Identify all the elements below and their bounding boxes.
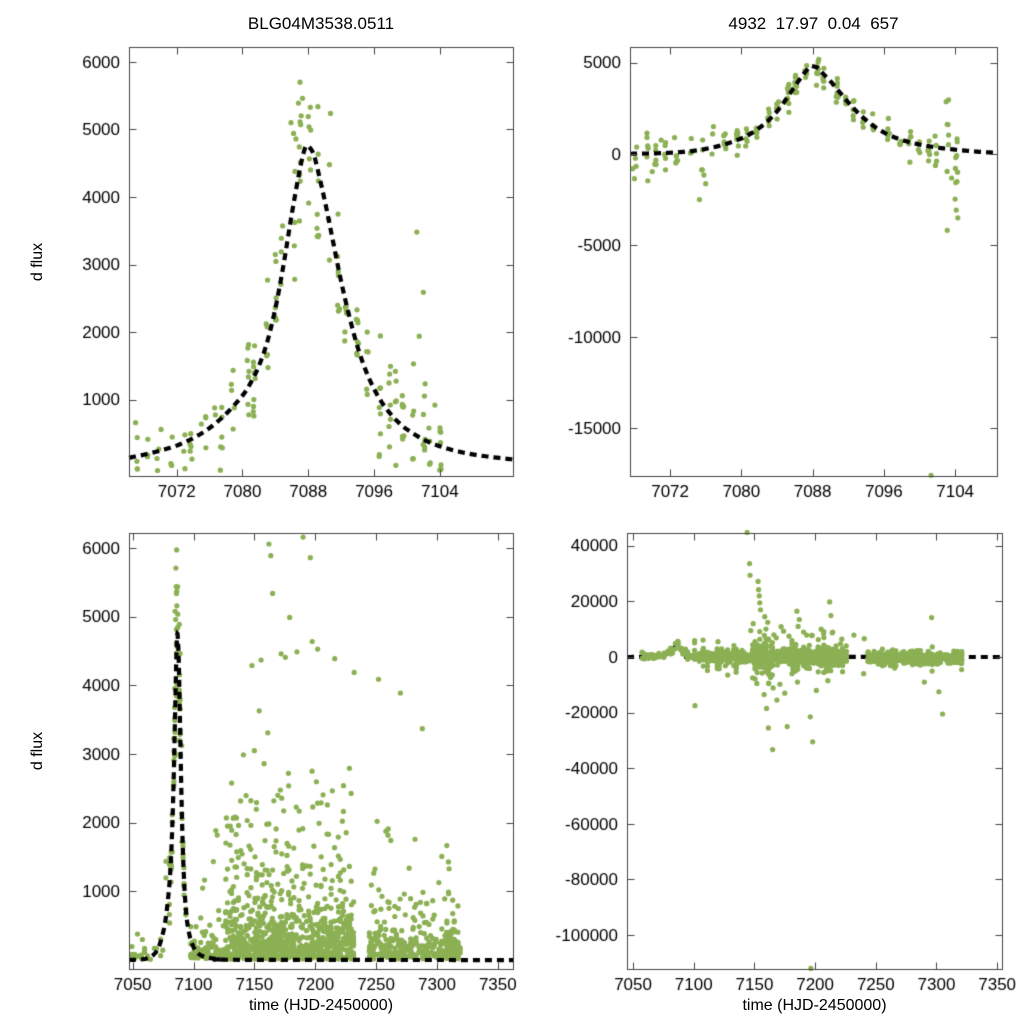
x-axis-label-right: time (HJD-2450000) (742, 997, 887, 1014)
panel-bottom-right-full-lightcurve (627, 533, 1002, 969)
x-axis-label-left: time (HJD-2450000) (248, 997, 394, 1014)
y-axis-label-top: d flux (29, 242, 46, 282)
panel-top-left-title: BLG04M3538.0511 (247, 14, 395, 33)
panel-top-right-zoomed-lightcurve (630, 47, 997, 476)
panel-top-right-title: 4932 17.97 0.04 657 (728, 14, 899, 33)
panel-bottom-left-full-lightcurve (129, 533, 513, 969)
y-axis-label-bottom: d flux (29, 731, 46, 771)
panel-top-left-zoomed-lightcurve (129, 47, 513, 476)
